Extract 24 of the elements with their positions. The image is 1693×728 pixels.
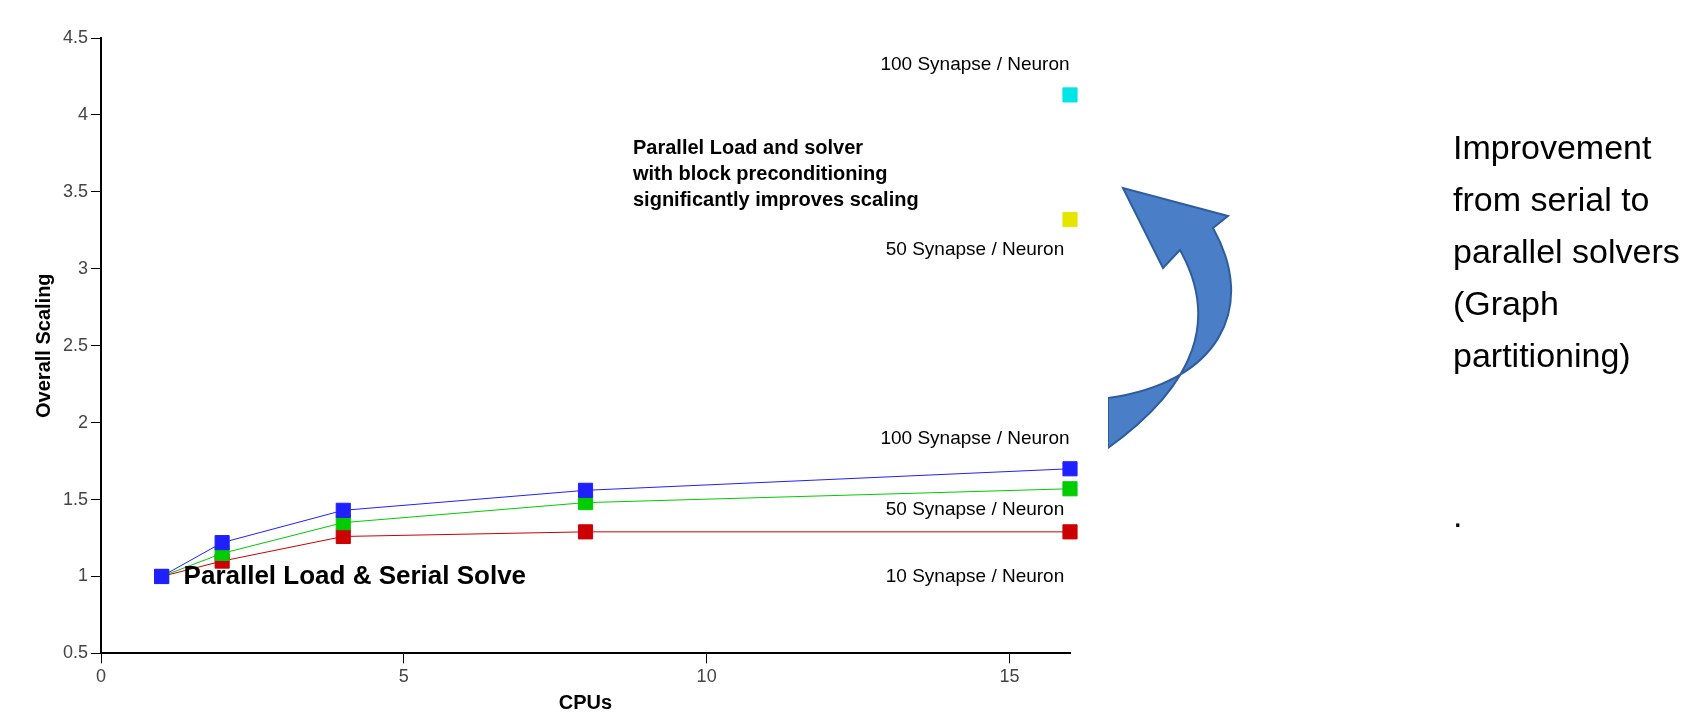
y-tick-label: 2.5 [62,334,89,355]
y-tick-label: 2 [78,411,89,432]
text: Improvement from serial to parallel solvers (Graph partitioning) [1453,128,1680,375]
x-tick-label: 0 [96,666,107,687]
series-label: 100 Synapse / Neuron [880,53,1070,75]
x-tick-label: 5 [398,666,409,687]
annotation: Parallel Load and solver with block preconditioning significantly improves scaling [632,135,919,210]
series-label: 10 Synapse / Neuron [885,565,1065,587]
y-tick-label: 4 [78,103,89,124]
y-tick-label: 0.5 [62,642,89,663]
series-label: 50 Synapse / Neuron [885,498,1065,520]
x-tick-label: 15 [999,666,1020,687]
y-tick-label: 1.5 [62,488,89,509]
y-tick-label: 1 [78,565,89,586]
series-label: 50 Synapse / Neuron [885,237,1065,259]
series-label: 100 Synapse / Neuron [880,427,1070,449]
x-axis-title: CPUs [558,690,613,713]
annotation: Parallel Load & Serial Solve [183,559,527,590]
y-tick-label: 4.5 [62,26,89,47]
y-axis-title: Overall Scaling [31,273,54,418]
x-tick-label: 10 [696,666,717,687]
text: . [1453,496,1463,535]
y-tick-label: 3 [78,257,89,278]
y-tick-label: 3.5 [62,180,89,201]
